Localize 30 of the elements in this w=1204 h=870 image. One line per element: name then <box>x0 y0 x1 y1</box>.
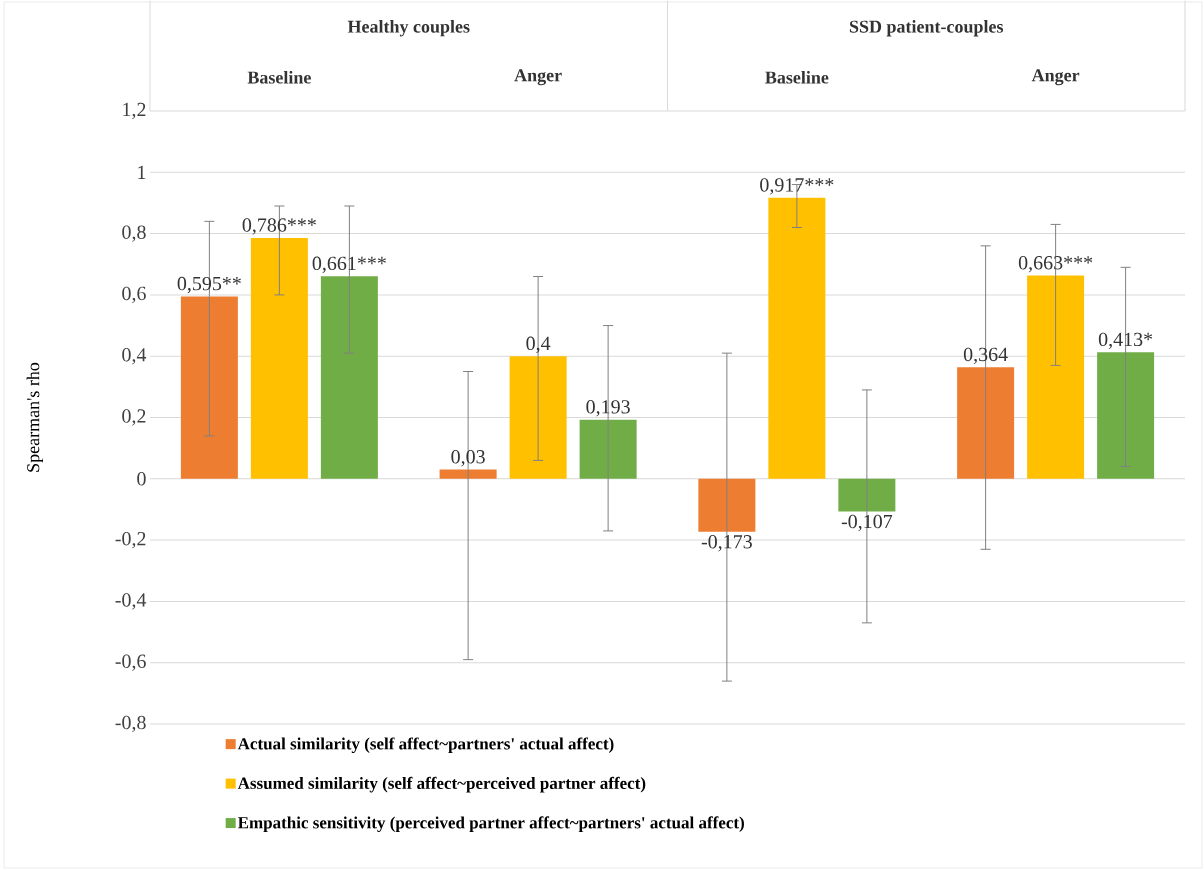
y-tick-label: -0,6 <box>115 654 146 671</box>
y-tick-label: 0,4 <box>122 348 147 365</box>
y-tick-label: 0,6 <box>122 286 146 304</box>
data-label: 0,4 <box>526 336 551 353</box>
y-tick-label: 0,2 <box>122 409 146 426</box>
text: SSD patient-couples <box>849 20 1004 37</box>
data-label: 0,595** <box>177 276 241 294</box>
y-axis-title: Spearman's rho <box>26 362 43 472</box>
y-tick-label: -0,4 <box>115 593 147 610</box>
data-label: 0,03 <box>451 450 485 467</box>
y-tick-label: -0,8 <box>115 715 146 733</box>
data-label: 0,786*** <box>242 218 316 235</box>
x-tick-label: Anger <box>1031 69 1080 86</box>
y-tick-label: 1 <box>138 165 146 179</box>
y-tick-label: 0,8 <box>122 225 146 242</box>
y-tick-label: -0,2 <box>115 531 146 549</box>
x-tick-label: Anger <box>514 69 562 86</box>
data-label: -0,173 <box>701 535 752 552</box>
x-tick-label: Baseline <box>765 70 829 84</box>
x-tick-label: Baseline <box>247 70 311 84</box>
legend-label: Empathic sensitivity (perceived partner affect~partners' actual affect) <box>237 816 744 832</box>
legend-label: Assumed similarity (self affect~perceived partner affect) <box>237 776 646 793</box>
y-tick-label: 0 <box>137 472 146 486</box>
data-label: 0,917*** <box>760 178 834 195</box>
data-label: -0,107 <box>841 514 893 532</box>
data-label: 0,661*** <box>312 256 386 273</box>
y-tick-label: 1,2 <box>123 102 146 120</box>
legend-label: Actual similarity (self affect~partners' actual affect) <box>237 737 614 754</box>
data-label: 0,193 <box>586 400 630 417</box>
text: Healthy couples <box>347 20 470 37</box>
